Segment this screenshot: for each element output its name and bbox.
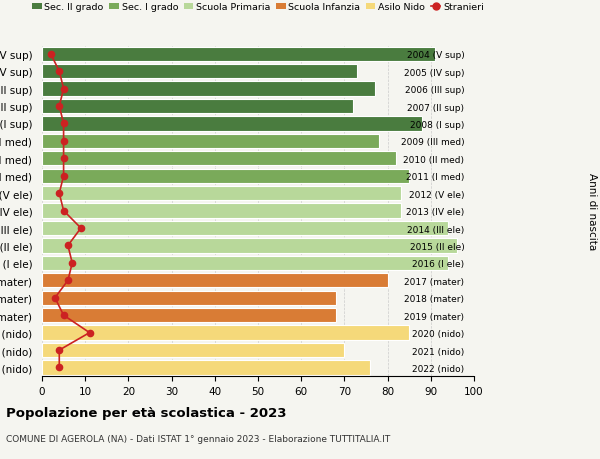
Bar (42, 343, 344, 358)
Text: Popolazione per età scolastica - 2023: Popolazione per età scolastica - 2023 (6, 406, 287, 419)
Bar (42, 169, 409, 184)
Bar (42, 152, 396, 166)
Bar (42, 65, 358, 79)
Bar (42, 291, 336, 305)
Bar (42, 204, 401, 218)
Bar (42, 117, 422, 131)
Bar (42, 361, 370, 375)
Bar (42, 47, 435, 62)
Bar (42, 308, 336, 323)
Text: Anni di nascita: Anni di nascita (587, 173, 597, 250)
Bar (42, 82, 374, 96)
Legend: Sec. II grado, Sec. I grado, Scuola Primaria, Scuola Infanzia, Asilo Nido, Stran: Sec. II grado, Sec. I grado, Scuola Prim… (28, 0, 488, 16)
Bar (42, 100, 353, 114)
Bar (42, 239, 457, 253)
Bar (42, 134, 379, 149)
Bar (42, 256, 448, 270)
Bar (42, 221, 448, 235)
Text: COMUNE DI AGEROLA (NA) - Dati ISTAT 1° gennaio 2023 - Elaborazione TUTTITALIA.IT: COMUNE DI AGEROLA (NA) - Dati ISTAT 1° g… (6, 434, 390, 443)
Bar (42, 274, 388, 288)
Bar (42, 187, 401, 201)
Bar (42, 326, 409, 340)
